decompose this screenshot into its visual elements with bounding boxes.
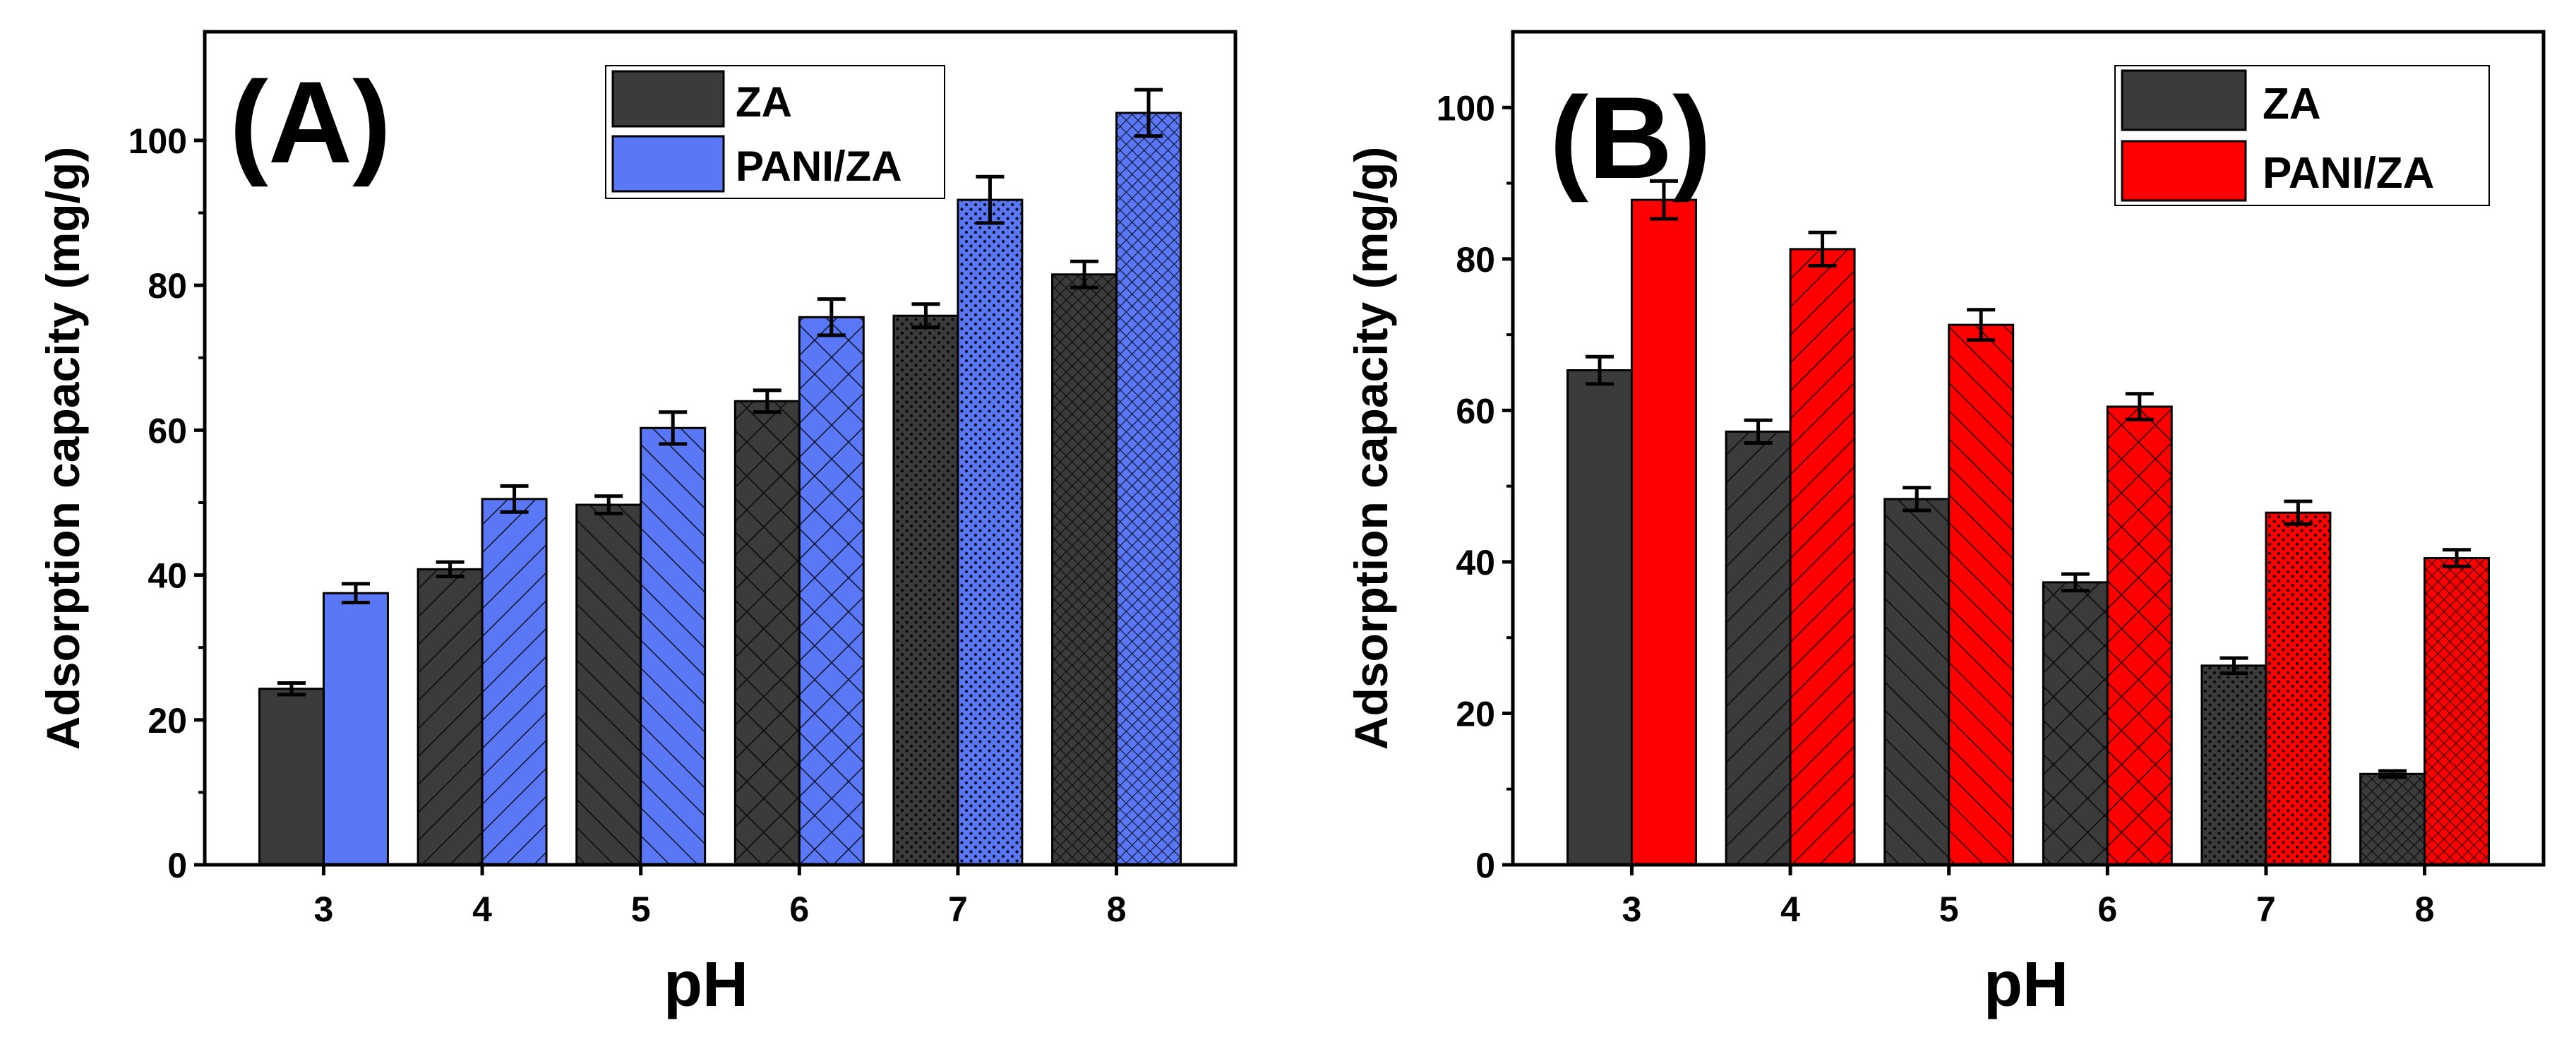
chart-b-bar-hatch — [2265, 513, 2330, 865]
chart-b-y-axis-label: Adsorption capacity (mg/g) — [1345, 147, 1397, 750]
chart-b-y-tick-label: 0 — [1475, 846, 1495, 885]
chart-a-x-axis-label: pH — [664, 950, 748, 1020]
chart-b-x-tick-label: 8 — [2415, 890, 2435, 929]
chart-b: 0 20 40 60 80 100 3 4 5 6 7 8 (B) Adsorption capac… — [1345, 30, 2546, 1020]
chart-a-y-tick-label: 80 — [148, 266, 187, 306]
chart-a-legend: ZA PANI/ZA — [605, 65, 945, 199]
chart-b-bar-pani-za-ph-3 — [1631, 200, 1696, 865]
chart-a: 0 20 40 60 80 100 3 4 5 6 7 8 (A) Adsorption capac… — [37, 30, 1238, 1020]
chart-a-y-tick-label: 20 — [148, 701, 187, 741]
chart-a-bars — [258, 112, 1182, 866]
chart-a-y-axis-label: Adsorption capacity (mg/g) — [37, 147, 89, 750]
chart-a-legend-swatch-pani-za — [611, 135, 725, 193]
chart-a-bar-hatch — [576, 505, 641, 865]
chart-a-bar-hatch — [1052, 274, 1117, 865]
chart-b-x-tick-label: 4 — [1780, 890, 1800, 929]
chart-b-bar-hatch — [1884, 498, 1949, 865]
chart-b-y-tick-label: 60 — [1456, 391, 1495, 431]
chart-b-bars — [1566, 198, 2491, 866]
chart-b-bar-hatch — [2360, 774, 2425, 865]
chart-b-legend-label-za: ZA — [2263, 80, 2321, 128]
chart-a-y-tick-label: 60 — [148, 411, 187, 450]
chart-a-x-tick-label: 4 — [472, 890, 492, 929]
chart-a-y-tick-label: 100 — [128, 121, 187, 161]
chart-a-panel-label: (A) — [229, 57, 391, 187]
chart-b-y-tick-label: 40 — [1456, 543, 1495, 582]
chart-a-error-bars — [277, 88, 1163, 697]
chart-a-legend-label-za: ZA — [736, 78, 792, 126]
chart-b-y-tick-label: 20 — [1456, 694, 1495, 733]
chart-a-bar-pani-za-ph-3 — [323, 593, 388, 865]
chart-a-bar-hatch — [735, 401, 800, 865]
chart-b-x-tick-label: 3 — [1622, 890, 1642, 929]
chart-b-bar-hatch — [1790, 248, 1855, 865]
chart-a-plot-frame — [203, 30, 1238, 867]
chart-b-x-tick-label: 6 — [2097, 890, 2117, 929]
chart-b-panel-label: (B) — [1550, 73, 1711, 203]
chart-b-y-ticks: 0 20 40 60 80 100 — [1437, 88, 1513, 885]
chart-b-x-axis-label: pH — [1984, 950, 2068, 1020]
chart-b-bar-hatch — [1948, 325, 2013, 865]
chart-b-bar-hatch — [2201, 665, 2266, 865]
chart-a-bar-hatch — [418, 569, 483, 865]
chart-a-bar-hatch — [482, 498, 547, 865]
chart-a-y-tick-label: 40 — [148, 556, 187, 596]
chart-a-y-tick-label: 0 — [167, 846, 187, 885]
chart-b-bar-za-ph-3 — [1567, 370, 1632, 865]
chart-a-bar-za-ph-3 — [259, 688, 324, 865]
chart-b-legend-label-pani-za: PANI/ZA — [2263, 149, 2434, 198]
chart-b-bar-hatch — [2107, 407, 2172, 865]
chart-a-x-tick-label: 3 — [314, 890, 334, 929]
chart-a-bar-hatch — [640, 428, 705, 865]
chart-b-y-tick-label: 80 — [1456, 240, 1495, 280]
chart-b-error-bars — [1585, 179, 2472, 779]
chart-a-bar-hatch — [1116, 112, 1181, 865]
chart-a-bar-hatch — [893, 316, 958, 865]
chart-a-x-tick-label: 8 — [1107, 890, 1127, 929]
chart-b-bar-hatch — [2424, 558, 2489, 865]
chart-b-legend: ZA PANI/ZA — [2114, 65, 2490, 206]
chart-b-legend-swatch-pani-za — [2121, 140, 2247, 202]
chart-a-x-ticks: 3 4 5 6 7 8 — [314, 865, 1127, 929]
chart-a-legend-label-pani-za: PANI/ZA — [736, 143, 902, 190]
chart-a-bar-hatch — [799, 317, 864, 865]
chart-b-plot-frame — [1511, 30, 2546, 867]
chart-a-x-tick-label: 6 — [789, 890, 809, 929]
chart-b-x-ticks: 3 4 5 6 7 8 — [1622, 865, 2435, 929]
chart-b-x-tick-label: 7 — [2256, 890, 2276, 929]
chart-b-legend-swatch-za — [2121, 69, 2247, 131]
chart-b-bar-hatch — [2043, 582, 2108, 865]
chart-a-x-tick-label: 7 — [948, 890, 968, 929]
chart-a-x-tick-label: 5 — [631, 890, 651, 929]
chart-a-y-ticks: 0 20 40 60 80 100 — [128, 121, 205, 885]
chart-b-bar-hatch — [1726, 431, 1791, 865]
chart-a-legend-swatch-za — [611, 70, 725, 128]
chart-b-x-tick-label: 5 — [1939, 890, 1959, 929]
chart-b-y-tick-label: 100 — [1437, 88, 1495, 128]
chart-a-bar-hatch — [957, 200, 1022, 865]
